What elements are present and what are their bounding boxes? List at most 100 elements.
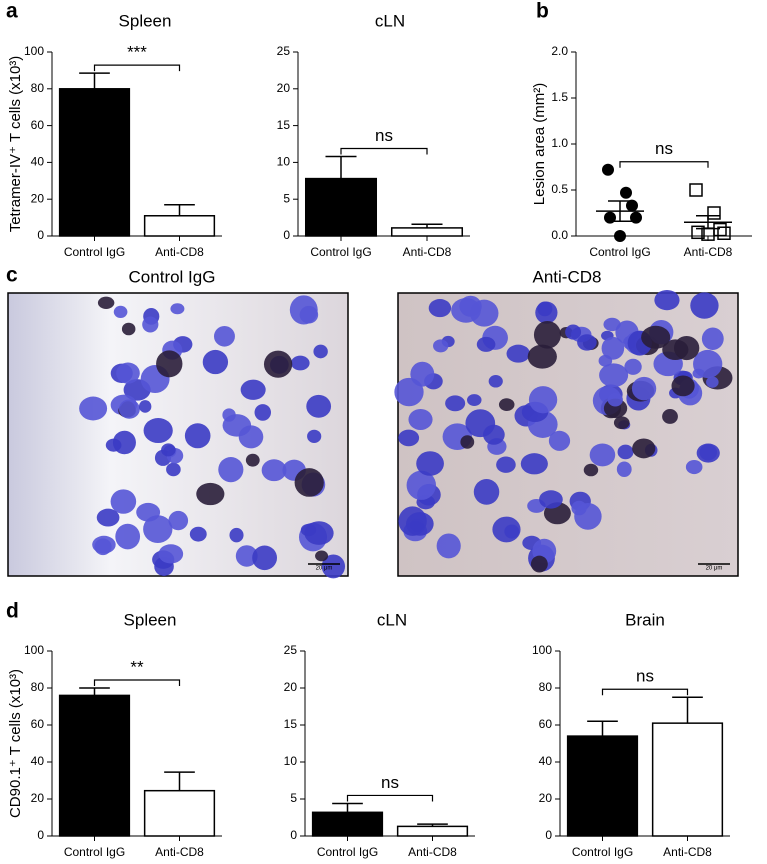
cell-nucleus <box>433 339 449 353</box>
cell-nucleus <box>240 379 266 400</box>
bar <box>304 177 378 237</box>
cell-nucleus <box>313 344 328 359</box>
cell-nucleus <box>158 544 184 564</box>
cell-nucleus <box>184 423 211 449</box>
y-tick-label: 1.0 <box>551 136 568 150</box>
significance-bracket <box>346 794 434 802</box>
y-tick-label: 80 <box>539 680 553 694</box>
cell-nucleus <box>252 545 278 571</box>
x-tick-label: Anti-CD8 <box>663 845 712 859</box>
cell-nucleus <box>168 510 189 531</box>
cell-nucleus <box>476 336 496 352</box>
scale-bar-label: 20 μm <box>316 566 333 572</box>
cell-nucleus <box>121 322 136 336</box>
error-bar <box>164 203 195 216</box>
cell-nucleus <box>97 296 115 309</box>
x-tick-label: Anti-CD8 <box>403 245 452 259</box>
x-tick-label: Control IgG <box>317 845 378 859</box>
significance-label: ns <box>375 126 393 145</box>
cell-nucleus <box>696 443 720 463</box>
cell-nucleus <box>143 418 173 444</box>
y-axis-label: Lesion area (mm²) <box>531 83 548 206</box>
significance-label: ** <box>130 657 144 676</box>
image-title: Anti-CD8 <box>533 267 602 286</box>
cell-nucleus <box>170 303 185 315</box>
cell-nucleus <box>156 350 183 378</box>
cell-nucleus <box>565 324 582 340</box>
cell-nucleus <box>261 459 287 482</box>
y-tick-label: 100 <box>24 643 44 657</box>
cell-nucleus <box>603 317 621 332</box>
cell-nucleus <box>143 515 173 544</box>
bar <box>311 811 384 837</box>
y-tick-label: 100 <box>532 643 552 657</box>
data-point <box>707 206 721 220</box>
cell-nucleus <box>641 325 671 349</box>
x-tick-label: Anti-CD8 <box>155 245 204 259</box>
y-tick-label: 0.0 <box>551 228 568 242</box>
cell-nucleus <box>96 508 120 527</box>
cell-nucleus <box>213 326 235 347</box>
chart: Spleen CD90.1⁺ T cells (x10³) 0 20 40 60 80 100… <box>7 610 222 859</box>
cell-nucleus <box>92 535 116 554</box>
cell-nucleus <box>631 376 657 401</box>
error-bar <box>325 155 357 179</box>
y-tick-label: 40 <box>539 754 553 768</box>
y-axis-label: CD90.1⁺ T cells (x10³) <box>7 669 24 818</box>
cell-nucleus <box>196 482 225 506</box>
chart-title: cLN <box>377 610 407 629</box>
cell-nucleus <box>105 438 122 452</box>
y-tick-label: 20 <box>539 791 553 805</box>
significance-bracket <box>340 147 428 155</box>
y-tick-label: 0.5 <box>551 182 568 196</box>
data-point <box>614 230 626 242</box>
y-tick-label: 80 <box>31 680 45 694</box>
y-tick-label: 40 <box>31 754 45 768</box>
cell-nucleus <box>218 456 244 483</box>
chart-title: Brain <box>625 610 665 629</box>
error-bar <box>696 215 720 230</box>
significance-bracket <box>93 64 181 72</box>
cell-nucleus <box>189 526 207 542</box>
cell-nucleus <box>706 376 719 388</box>
data-point <box>717 226 731 240</box>
chart: cLN 0 5 10 15 20 25 Control IgG Anti-CD8 ns <box>284 610 475 859</box>
cell-nucleus <box>693 349 723 379</box>
error-bar <box>672 696 703 724</box>
cell-nucleus <box>254 404 271 421</box>
y-tick-label: 5 <box>283 191 290 205</box>
cell-nucleus <box>673 335 700 361</box>
cell-nucleus <box>406 470 436 500</box>
cell-nucleus <box>245 453 260 467</box>
cell-nucleus <box>398 429 420 447</box>
y-tick-label: 60 <box>539 717 553 731</box>
cell-nucleus <box>445 395 466 412</box>
bar <box>58 88 131 237</box>
y-tick-label: 20 <box>284 680 298 694</box>
cell-nucleus <box>238 425 264 449</box>
cell-nucleus <box>473 479 500 505</box>
cell-nucleus <box>315 550 329 562</box>
cell-nucleus <box>496 456 516 473</box>
cell-nucleus <box>161 443 176 457</box>
cell-nucleus <box>533 321 561 349</box>
bar <box>651 722 724 837</box>
panel-label: d <box>6 600 19 623</box>
cell-nucleus <box>535 301 558 324</box>
y-tick-label: 20 <box>31 191 45 205</box>
cell-nucleus <box>701 327 724 350</box>
y-tick-label: 0 <box>37 228 44 242</box>
x-tick-label: Control IgG <box>572 845 633 859</box>
cell-nucleus <box>488 375 503 388</box>
y-tick-label: 0 <box>37 828 44 842</box>
x-tick-label: Control IgG <box>589 245 650 259</box>
cell-nucleus <box>527 344 557 369</box>
data-point <box>620 186 632 199</box>
cell-nucleus <box>607 392 623 407</box>
panel-label: c <box>6 264 18 287</box>
cell-nucleus <box>583 463 599 477</box>
cell-nucleus <box>138 400 152 413</box>
bar <box>390 227 464 237</box>
x-tick-label: Anti-CD8 <box>684 245 733 259</box>
